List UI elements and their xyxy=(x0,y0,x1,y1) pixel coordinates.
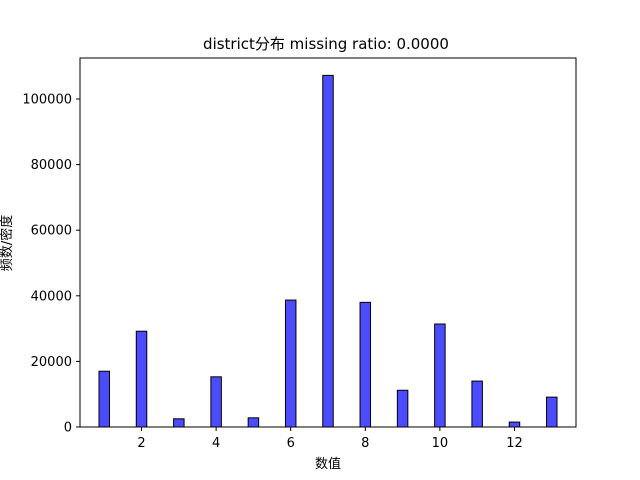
bar-7 xyxy=(322,74,334,428)
chart-title: district分布 missing ratio: 0.0000 xyxy=(203,35,449,53)
y-tick-label: 0 xyxy=(64,421,72,436)
bar-3 xyxy=(173,418,185,428)
x-tick-label: 6 xyxy=(287,436,295,451)
bar-6 xyxy=(284,299,297,428)
bar-4 xyxy=(210,376,222,428)
x-tick-label: 4 xyxy=(212,436,220,451)
plot-frame xyxy=(79,57,577,428)
bar-12 xyxy=(508,421,521,428)
bar-11 xyxy=(471,380,483,428)
y-tick-label: 20000 xyxy=(31,355,72,370)
y-tick-label: 40000 xyxy=(31,289,72,304)
y-axis-ticks: 0 20000 40000 60000 80000 100000 xyxy=(22,93,80,436)
bar-2 xyxy=(135,330,148,428)
bar-1 xyxy=(98,370,110,428)
x-tick-label: 2 xyxy=(137,436,145,451)
bar-10 xyxy=(434,323,446,428)
y-tick-label: 80000 xyxy=(31,158,72,173)
bars-group xyxy=(98,74,558,428)
bar-8 xyxy=(359,301,372,428)
x-axis-ticks: 2 4 6 8 10 12 xyxy=(137,427,523,451)
x-tick-label: 12 xyxy=(506,436,523,451)
x-tick-label: 8 xyxy=(361,436,369,451)
x-axis-label: 数值 xyxy=(315,456,341,472)
bar-13 xyxy=(546,396,558,428)
x-tick-label: 10 xyxy=(432,436,449,451)
bar-9 xyxy=(396,389,409,428)
bar-5 xyxy=(247,417,260,428)
y-axis-label: 频数/密度 xyxy=(0,215,15,271)
y-tick-label: 60000 xyxy=(31,224,72,239)
y-tick-label: 100000 xyxy=(22,93,72,108)
